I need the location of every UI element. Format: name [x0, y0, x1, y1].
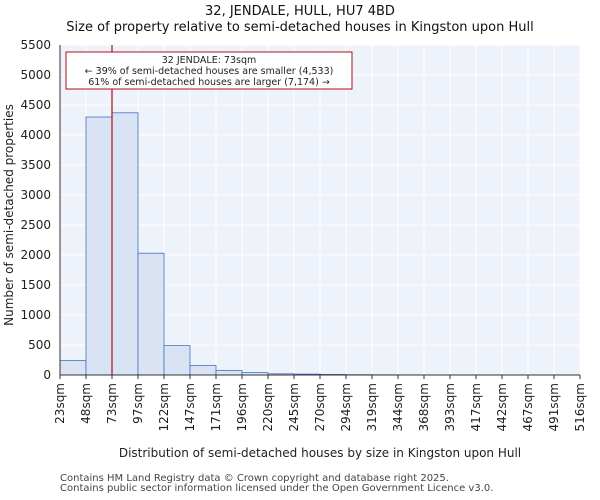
annotation-line: 32 JENDALE: 73sqm [162, 55, 257, 66]
annotation-line: 61% of semi-detached houses are larger (… [88, 77, 330, 88]
annotation-layer: 32 JENDALE: 73sqm← 39% of semi-detached … [65, 51, 353, 90]
x-tick-label: 270sqm [313, 383, 327, 431]
x-tick-label: 319sqm [365, 383, 379, 431]
footer-licence: Contains public sector information licen… [60, 483, 494, 494]
x-tick-label: 516sqm [573, 383, 587, 431]
y-tick-label: 3500 [20, 158, 51, 172]
annotation-line: ← 39% of semi-detached houses are smalle… [85, 66, 334, 77]
histogram-bar [189, 364, 217, 376]
y-tick-label: 1500 [20, 278, 51, 292]
histogram-bar [137, 252, 165, 376]
x-tick-label: 344sqm [391, 383, 405, 431]
footer-copyright: Contains HM Land Registry data © Crown c… [60, 473, 449, 484]
histogram-bar [215, 370, 243, 376]
x-tick-label: 122sqm [157, 383, 171, 431]
bar-layer [59, 112, 503, 376]
annotation-box [65, 51, 353, 90]
x-tick-label: 220sqm [261, 383, 275, 431]
x-tick-label: 97sqm [131, 383, 145, 424]
y-tick-label: 3000 [20, 188, 51, 202]
x-tick-label: 171sqm [209, 383, 223, 431]
histogram-bar [59, 360, 87, 376]
x-tick-label: 48sqm [79, 383, 93, 424]
x-tick-label: 147sqm [183, 383, 197, 431]
x-tick-label: 393sqm [443, 383, 457, 431]
x-tick-label: 196sqm [235, 383, 249, 431]
x-tick-label: 368sqm [417, 383, 431, 431]
x-tick-label: 442sqm [495, 383, 509, 431]
axis-layer: 0 500 1000 1500 2000 2500 3000 3500 4000 4500 5000… [20, 38, 587, 431]
chart-subtitle: Size of property relative to semi-detach… [66, 20, 534, 35]
y-tick-label: 5000 [20, 68, 51, 82]
y-tick-label: 0 [43, 368, 51, 382]
y-tick-label: 4500 [20, 98, 51, 112]
y-tick-label: 500 [28, 338, 51, 352]
histogram-bar [163, 345, 191, 376]
y-tick-label: 4000 [20, 128, 51, 142]
y-axis-label: Number of semi-detached properties [2, 104, 16, 326]
x-tick-label: 467sqm [521, 383, 535, 431]
x-tick-label: 294sqm [339, 383, 353, 431]
x-tick-label: 73sqm [105, 383, 119, 424]
x-tick-label: 491sqm [547, 383, 561, 431]
y-tick-label: 1000 [20, 308, 51, 322]
x-axis-label: Distribution of semi-detached houses by … [119, 446, 521, 460]
histogram-bar [85, 116, 113, 376]
histogram-bar [111, 112, 139, 376]
y-tick-label: 2000 [20, 248, 51, 262]
x-tick-label: 23sqm [53, 383, 67, 424]
y-tick-label: 5500 [20, 38, 51, 52]
x-tick-label: 245sqm [287, 383, 301, 431]
chart-title: 32, JENDALE, HULL, HU7 4BD [205, 4, 395, 19]
x-tick-label: 417sqm [469, 383, 483, 431]
y-tick-label: 2500 [20, 218, 51, 232]
